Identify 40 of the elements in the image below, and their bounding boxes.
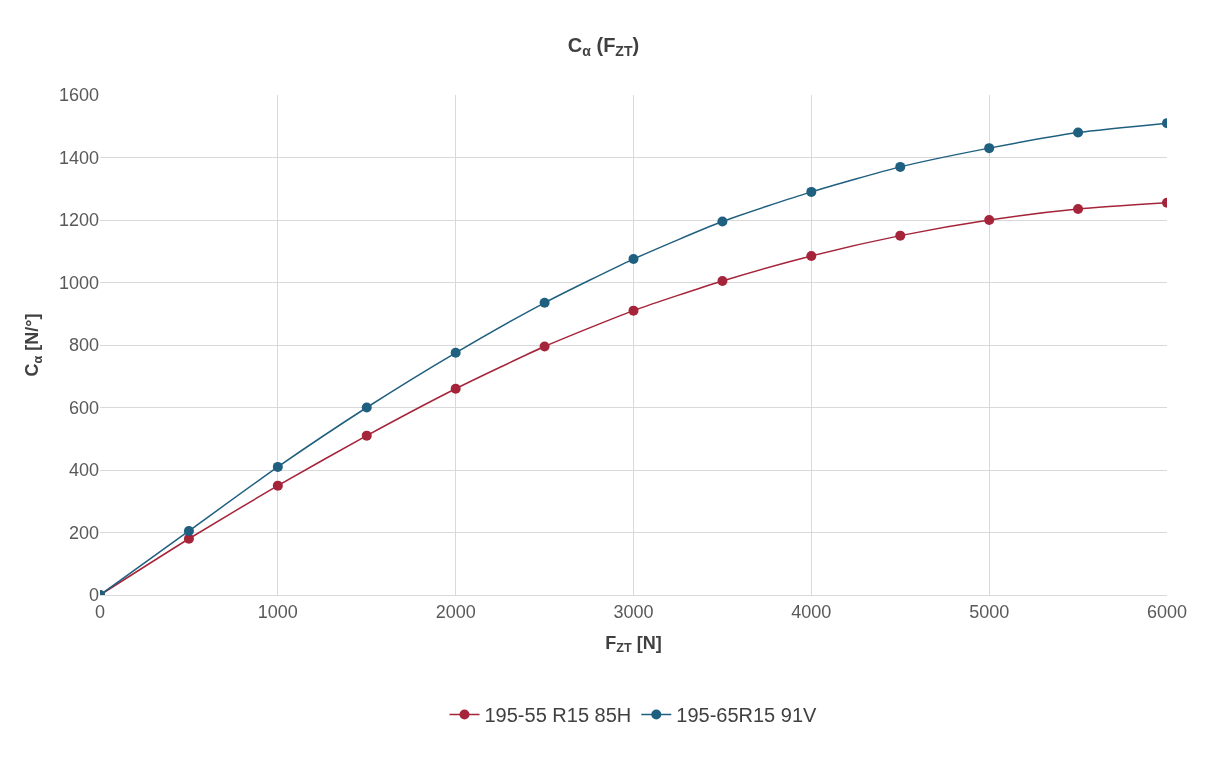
point <box>628 254 639 265</box>
point <box>539 297 550 308</box>
point <box>450 383 461 394</box>
x-tick-label: 3000 <box>613 601 654 622</box>
chart-title: C$_{α}$ (F$_{ZT}$) <box>567 34 640 60</box>
legend-label: 195-55 R15 85H <box>484 704 632 727</box>
x-tick-label: 6000 <box>1146 601 1188 622</box>
y-tick-label: 200 <box>68 522 99 543</box>
point <box>895 230 906 241</box>
point <box>806 250 817 261</box>
point <box>539 341 550 352</box>
x-tick-label: 2000 <box>435 601 476 622</box>
x-tick-label: 1000 <box>257 601 298 622</box>
point <box>984 215 995 225</box>
y-tick-label: 1600 <box>58 85 99 106</box>
x-tick-label: 5000 <box>969 601 1010 622</box>
x-tick-label: 4000 <box>791 601 832 622</box>
point <box>361 402 372 413</box>
y-tick-label: 400 <box>68 460 99 481</box>
point <box>450 347 461 358</box>
y-tick-label: 1200 <box>58 210 99 231</box>
point <box>806 186 817 197</box>
y-tick-label: 1400 <box>58 147 99 168</box>
point <box>895 161 906 172</box>
point <box>717 275 728 286</box>
point <box>183 525 194 536</box>
x-axis-title: F$_{ZT}$ [N] <box>605 632 662 656</box>
point <box>272 480 283 491</box>
point <box>1073 204 1084 215</box>
y-tick-label: 1000 <box>58 272 99 293</box>
legend-label: 195-65R15 91V <box>676 704 818 727</box>
point <box>628 305 639 316</box>
point <box>1073 127 1084 138</box>
point <box>272 461 283 472</box>
point <box>717 216 728 227</box>
y-tick-label: 600 <box>68 397 99 418</box>
y-tick-label: 0 <box>88 585 99 606</box>
y-tick-label: 800 <box>68 335 99 356</box>
point <box>361 430 372 441</box>
point <box>984 143 995 154</box>
